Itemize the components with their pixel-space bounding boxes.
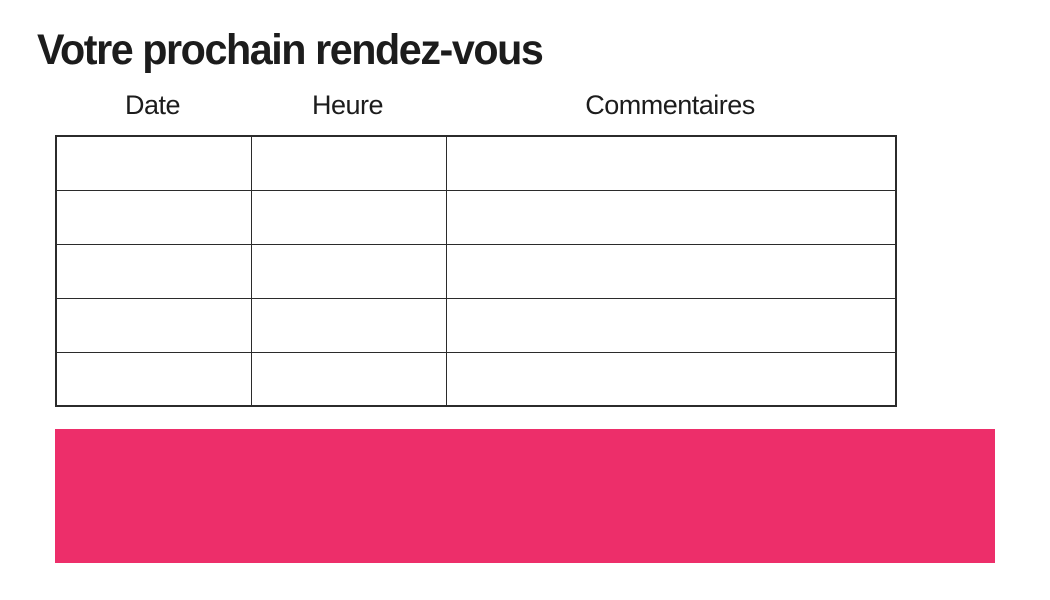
table-column-headers: Date Heure Commentaires — [55, 90, 895, 121]
table-cell — [445, 243, 897, 299]
table-cell — [55, 135, 252, 191]
table-row — [55, 189, 897, 245]
table-cell — [250, 243, 447, 299]
column-header-date: Date — [124, 90, 181, 120]
table-cell — [55, 351, 252, 407]
appointments-table-body — [55, 135, 897, 407]
table-cell — [55, 243, 252, 299]
table-row — [55, 243, 897, 299]
table-cell — [445, 135, 897, 191]
table-cell — [55, 297, 252, 353]
table-cell — [250, 189, 447, 245]
page-title: Votre prochain rendez-vous — [37, 26, 544, 74]
table-cell — [445, 297, 897, 353]
table-row — [55, 351, 897, 407]
table-cell — [250, 351, 447, 407]
table-cell — [445, 189, 897, 245]
accent-block — [55, 429, 995, 563]
column-header-heure: Heure — [311, 90, 384, 120]
table-cell — [55, 189, 252, 245]
column-header-commentaires: Commentaires — [585, 90, 755, 120]
appointments-table — [55, 135, 897, 407]
table-cell — [445, 351, 897, 407]
table-cell — [250, 297, 447, 353]
table-cell — [250, 135, 447, 191]
table-row — [55, 135, 897, 191]
table-row — [55, 297, 897, 353]
